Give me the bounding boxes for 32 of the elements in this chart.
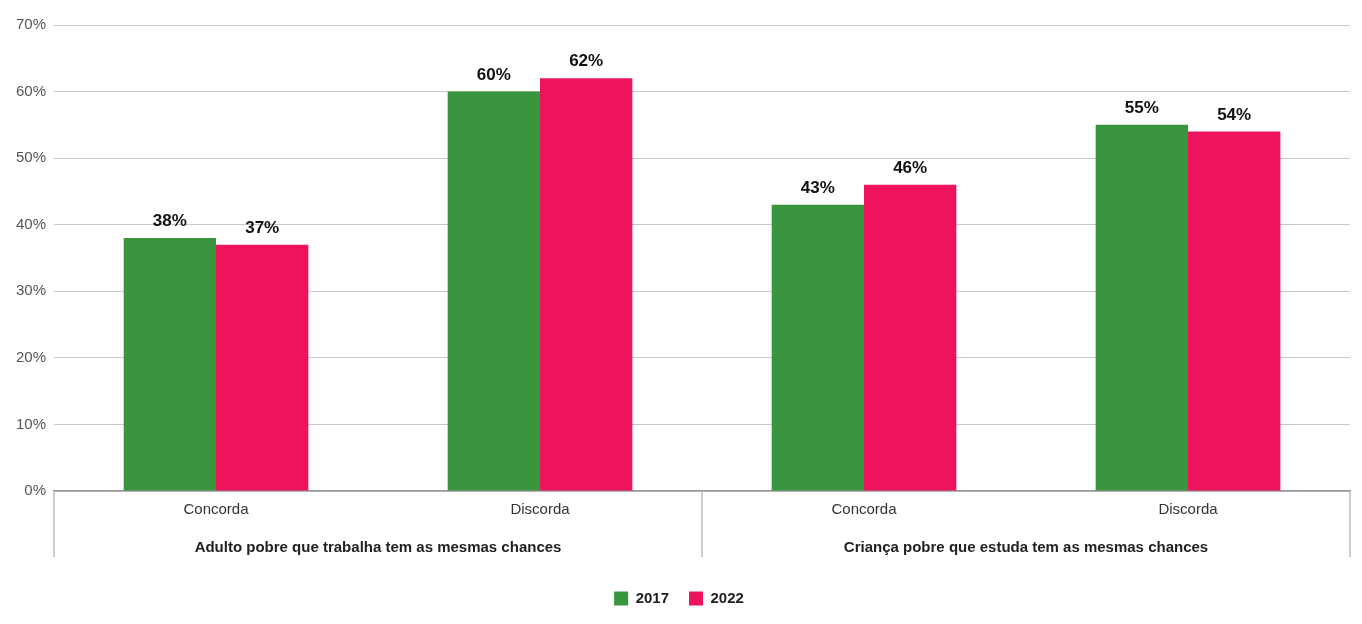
data-label: 54%	[1217, 104, 1252, 124]
legend-label: 2022	[710, 588, 744, 606]
bar	[1095, 124, 1188, 491]
y-tick-label: 30%	[15, 281, 47, 299]
y-tick-label: 0%	[24, 481, 47, 499]
bar	[540, 78, 633, 491]
y-tick-label: 40%	[15, 214, 47, 232]
y-tick-label: 20%	[15, 348, 47, 365]
bar	[216, 244, 309, 491]
data-label: 55%	[1124, 98, 1159, 118]
data-label: 46%	[893, 157, 928, 177]
data-label: 62%	[569, 51, 604, 71]
y-tick-label: 10%	[15, 414, 47, 432]
data-label: 43%	[800, 177, 835, 197]
x-tick-label: Discorda	[1158, 500, 1219, 518]
bar	[447, 91, 541, 491]
x-tick-label: Concorda	[183, 500, 250, 518]
data-label: 37%	[245, 217, 280, 237]
y-tick-label: 70%	[15, 15, 47, 33]
bar	[123, 238, 217, 491]
bar	[1188, 131, 1281, 491]
text: Criança pobre que estuda tem as mesmas chances	[843, 538, 1209, 556]
x-tick-label: Concorda	[831, 500, 898, 518]
data-label: 38%	[152, 211, 187, 231]
text: Adulto pobre que trabalha tem as mesmas chances	[194, 538, 562, 556]
legend-label: 2017	[635, 588, 670, 606]
bar	[864, 184, 957, 491]
data-label: 60%	[476, 64, 511, 84]
y-tick-label: 60%	[15, 81, 47, 99]
y-tick-label: 50%	[15, 148, 47, 166]
x-tick-label: Discorda	[510, 500, 571, 518]
bar	[771, 204, 865, 491]
